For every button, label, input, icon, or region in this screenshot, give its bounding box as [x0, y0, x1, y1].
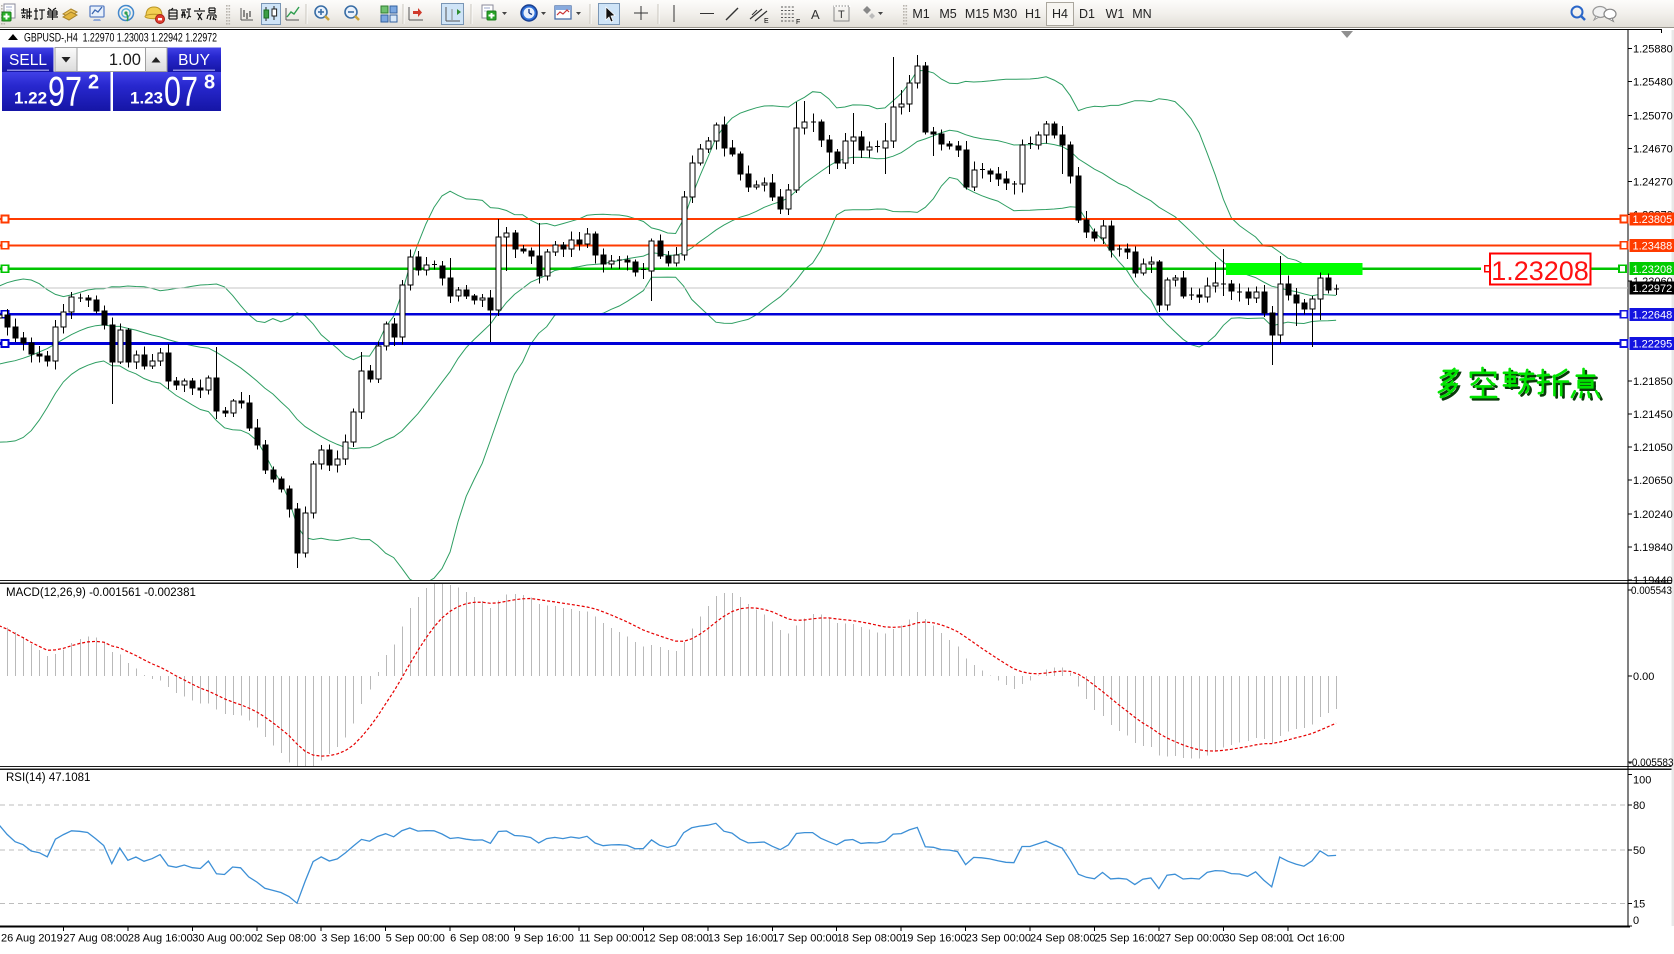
svg-text:1.24270: 1.24270	[1633, 177, 1673, 189]
svg-text:50: 50	[1633, 845, 1645, 857]
svg-text:30 Sep 08:00: 30 Sep 08:00	[1223, 933, 1288, 945]
svg-text:97: 97	[48, 68, 82, 115]
svg-text:26 Aug 2019: 26 Aug 2019	[1, 933, 63, 945]
svg-text:27 Sep 00:00: 27 Sep 00:00	[1159, 933, 1224, 945]
svg-text:M15: M15	[965, 7, 989, 21]
svg-text:12 Sep 08:00: 12 Sep 08:00	[643, 933, 708, 945]
svg-text:-0.005583: -0.005583	[1629, 757, 1674, 769]
svg-text:13 Sep 16:00: 13 Sep 16:00	[708, 933, 773, 945]
svg-text:100: 100	[1633, 775, 1651, 787]
svg-text:1.22648: 1.22648	[1633, 310, 1673, 322]
svg-text:1.19840: 1.19840	[1633, 542, 1673, 554]
svg-text:M1: M1	[912, 7, 929, 21]
svg-text:GBPUSD-,H4 1.22970 1.23003 1.: GBPUSD-,H4 1.22970 1.23003 1.22942 1.229…	[24, 31, 217, 45]
svg-text:1.23488: 1.23488	[1633, 241, 1673, 253]
svg-text:D1: D1	[1079, 7, 1095, 21]
svg-text:1.23208: 1.23208	[1491, 256, 1589, 286]
svg-text:SELL: SELL	[9, 52, 47, 69]
svg-text:1.21050: 1.21050	[1633, 442, 1673, 454]
svg-text:0.005543: 0.005543	[1631, 585, 1672, 597]
svg-text:1.21450: 1.21450	[1633, 409, 1673, 421]
svg-text:MN: MN	[1132, 7, 1151, 21]
svg-text:2: 2	[88, 72, 99, 94]
svg-text:1.23208: 1.23208	[1633, 264, 1673, 276]
svg-text:11 Sep 00:00: 11 Sep 00:00	[579, 933, 644, 945]
svg-text:0.00: 0.00	[1633, 671, 1654, 683]
svg-text:0: 0	[1633, 915, 1639, 927]
svg-text:24 Sep 08:00: 24 Sep 08:00	[1030, 933, 1095, 945]
svg-text:1.25880: 1.25880	[1633, 44, 1673, 56]
svg-text:5 Sep 00:00: 5 Sep 00:00	[386, 933, 445, 945]
svg-text:1.00: 1.00	[109, 51, 141, 69]
svg-text:9 Sep 16:00: 9 Sep 16:00	[515, 933, 574, 945]
svg-text:1.25480: 1.25480	[1633, 77, 1673, 89]
svg-text:1.23805: 1.23805	[1633, 214, 1673, 226]
svg-text:3 Sep 16:00: 3 Sep 16:00	[321, 933, 380, 945]
svg-text:25 Sep 16:00: 25 Sep 16:00	[1095, 933, 1160, 945]
svg-text:T: T	[838, 9, 845, 21]
svg-text:1.21850: 1.21850	[1633, 376, 1673, 388]
svg-text:18 Sep 08:00: 18 Sep 08:00	[837, 933, 902, 945]
svg-text:1.24670: 1.24670	[1633, 144, 1673, 156]
svg-text:1.20240: 1.20240	[1633, 509, 1673, 521]
svg-text:1.20650: 1.20650	[1633, 475, 1673, 487]
svg-text:19 Sep 16:00: 19 Sep 16:00	[901, 933, 966, 945]
svg-text:23 Sep 00:00: 23 Sep 00:00	[966, 933, 1031, 945]
svg-text:80: 80	[1633, 800, 1645, 812]
svg-text:1 Oct 16:00: 1 Oct 16:00	[1288, 933, 1345, 945]
svg-text:1.22: 1.22	[14, 89, 47, 108]
svg-text:M30: M30	[993, 7, 1017, 21]
svg-text:17 Sep 00:00: 17 Sep 00:00	[772, 933, 837, 945]
svg-text:MACD(12,26,9) -0.001561 -0.002: MACD(12,26,9) -0.001561 -0.002381	[6, 587, 196, 599]
svg-text:28 Aug 16:00: 28 Aug 16:00	[128, 933, 193, 945]
svg-text:1.22295: 1.22295	[1633, 339, 1673, 351]
svg-text:6 Sep 08:00: 6 Sep 08:00	[450, 933, 509, 945]
svg-text:E: E	[764, 18, 769, 25]
svg-text:27 Aug 08:00: 27 Aug 08:00	[63, 933, 128, 945]
svg-text:F: F	[796, 19, 800, 26]
svg-text:1.23: 1.23	[130, 89, 163, 108]
svg-text:H1: H1	[1025, 7, 1041, 21]
svg-text:RSI(14) 47.1081: RSI(14) 47.1081	[6, 772, 90, 784]
svg-text:30 Aug 00:00: 30 Aug 00:00	[192, 933, 257, 945]
svg-text:1.22972: 1.22972	[1633, 283, 1673, 295]
svg-text:M5: M5	[939, 7, 956, 21]
svg-text:8: 8	[204, 72, 215, 94]
svg-text:W1: W1	[1106, 7, 1125, 21]
svg-text:BUY: BUY	[178, 52, 210, 69]
svg-text:07: 07	[164, 68, 198, 115]
svg-text:15: 15	[1633, 898, 1645, 910]
svg-text:A: A	[811, 7, 820, 22]
svg-text:H4: H4	[1052, 7, 1068, 21]
svg-text:2 Sep 08:00: 2 Sep 08:00	[257, 933, 316, 945]
svg-text:1.25070: 1.25070	[1633, 111, 1673, 123]
